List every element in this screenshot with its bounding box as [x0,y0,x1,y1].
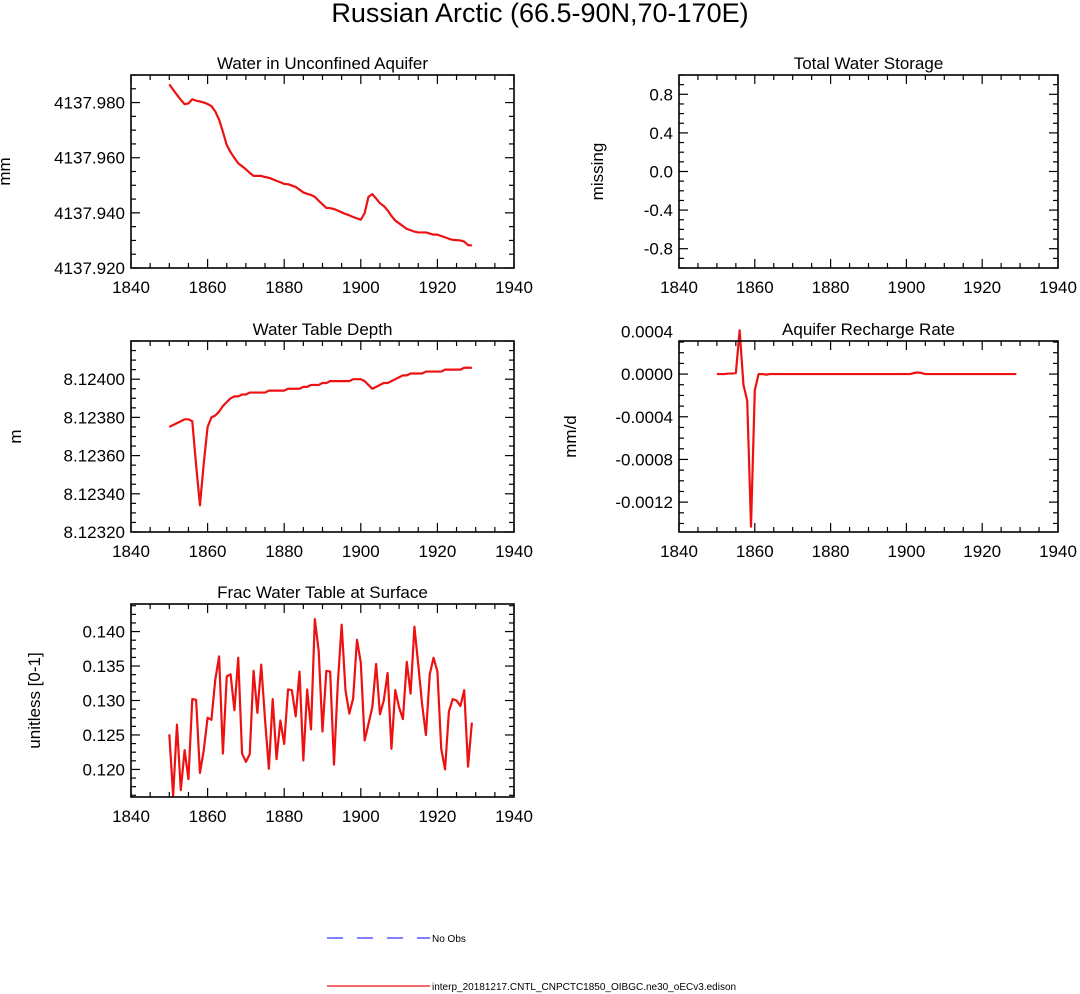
chart-frac-water-table-ylabel: unitless [0-1] [25,652,44,748]
chart-aquifer-recharge-series-line-0 [716,329,1017,528]
chart-unconfined-aquifer-ytick-label: 4137.920 [54,259,125,278]
chart-total-water-storage-ytick-label: -0.8 [644,240,673,259]
chart-aquifer-recharge-xtick-label: 1860 [736,542,774,561]
chart-aquifer-recharge-ylabel: mm/d [561,415,580,458]
chart-total-water-storage-frame [678,74,1059,269]
chart-aquifer-recharge-xtick-label: 1880 [812,542,850,561]
chart-unconfined-aquifer-ytick-label: 4137.940 [54,204,125,223]
chart-aquifer-recharge: Aquifer Recharge Rate 1840 1860 1880 1900 192… [561,320,1077,561]
chart-frac-water-table-xtick-label: 1880 [265,807,303,826]
chart-total-water-storage-xtick-label: 1840 [660,278,698,297]
chart-water-table-depth-ytick-label: 8.12340 [64,485,125,504]
chart-water-table-depth-xtick-label: 1840 [112,542,150,561]
chart-total-water-storage-xtick-label: 1940 [1039,278,1077,297]
chart-total-water-storage-ytick-label: 0.0 [649,163,673,182]
chart-water-table-depth-ytick-label: 8.12380 [64,408,125,427]
chart-frac-water-table: Frac Water Table at Surface 1840 1860 1880 1… [25,583,533,826]
legend: No Obs interp_20181217.CNTL_CNPCTC1850_O… [327,934,736,993]
chart-frac-water-table-xtick-label: 1860 [189,807,227,826]
chart-unconfined-aquifer-xtick-label: 1880 [265,278,303,297]
chart-aquifer-recharge-xtick-label: 1900 [887,542,925,561]
chart-aquifer-recharge-xtick-label: 1920 [963,542,1001,561]
chart-total-water-storage-title: Total Water Storage [794,54,944,73]
chart-frac-water-table-series-line-0 [168,618,473,797]
chart-unconfined-aquifer-ylabel: mm [0,157,14,185]
chart-unconfined-aquifer-xtick-label: 1840 [112,278,150,297]
chart-frac-water-table-ytick-label: 0.130 [82,692,125,711]
legend-label-no-obs: No Obs [432,934,466,945]
chart-unconfined-aquifer-xtick-label: 1860 [189,278,227,297]
chart-water-table-depth-ytick-label: 8.12400 [64,370,125,389]
chart-frac-water-table-ytick-label: 0.135 [82,657,125,676]
chart-frac-water-table-title: Frac Water Table at Surface [217,583,428,602]
chart-total-water-storage: Total Water Storage 1840 1860 1880 1900 1920 1… [588,54,1077,297]
chart-frac-water-table-ytick-label: 0.120 [82,760,125,779]
chart-water-table-depth: Water Table Depth 1840 1860 1880 1900 1920 194… [6,320,533,561]
chart-unconfined-aquifer-xtick-label: 1900 [342,278,380,297]
chart-unconfined-aquifer: Water in Unconfined Aquifer 1840 1860 1880 1… [0,54,533,297]
chart-aquifer-recharge-title: Aquifer Recharge Rate [782,320,955,339]
chart-aquifer-recharge-ytick-label: -0.0004 [615,408,673,427]
chart-aquifer-recharge-xtick-label: 1940 [1039,542,1077,561]
chart-total-water-storage-xtick-label: 1920 [963,278,1001,297]
chart-unconfined-aquifer-ytick-label: 4137.960 [54,149,125,168]
chart-frac-water-table-xtick-label: 1840 [112,807,150,826]
chart-unconfined-aquifer-xtick-label: 1940 [495,278,533,297]
chart-water-table-depth-xtick-label: 1900 [342,542,380,561]
panels-layer: Water in Unconfined Aquifer 1840 1860 1880 1… [0,54,1077,826]
chart-frac-water-table-ytick-label: 0.140 [82,623,125,642]
figure-title: Russian Arctic (66.5-90N,70-170E) [331,0,748,28]
chart-water-table-depth-xtick-label: 1860 [189,542,227,561]
chart-aquifer-recharge-ytick-label: -0.0012 [615,493,673,512]
chart-total-water-storage-xtick-label: 1880 [812,278,850,297]
chart-total-water-storage-xtick-label: 1900 [887,278,925,297]
chart-total-water-storage-ytick-label: -0.4 [644,201,673,220]
chart-water-table-depth-title: Water Table Depth [253,320,393,339]
chart-unconfined-aquifer-xtick-label: 1920 [418,278,456,297]
chart-water-table-depth-xtick-label: 1940 [495,542,533,561]
chart-aquifer-recharge-xtick-label: 1840 [660,542,698,561]
chart-total-water-storage-ylabel: missing [588,143,607,201]
chart-frac-water-table-ytick-label: 0.125 [82,726,125,745]
chart-water-table-depth-ytick-label: 8.12320 [64,523,125,542]
chart-water-table-depth-ylabel: m [6,429,25,443]
chart-unconfined-aquifer-title: Water in Unconfined Aquifer [217,54,428,73]
chart-water-table-depth-series-line-0 [168,366,472,507]
chart-water-table-depth-ytick-label: 8.12360 [64,447,125,466]
chart-aquifer-recharge-ytick-label: 0.0004 [621,322,673,341]
chart-total-water-storage-ytick-label: 0.4 [649,124,673,143]
chart-unconfined-aquifer-series-line-0 [168,83,472,247]
chart-aquifer-recharge-ytick-label: -0.0008 [615,450,673,469]
chart-total-water-storage-xtick-label: 1860 [736,278,774,297]
legend-label-model: interp_20181217.CNTL_CNPCTC1850_OIBGC.ne… [432,982,736,993]
chart-frac-water-table-xtick-label: 1920 [418,807,456,826]
chart-unconfined-aquifer-ytick-label: 4137.980 [54,94,125,113]
chart-water-table-depth-xtick-label: 1880 [265,542,303,561]
chart-aquifer-recharge-ytick-label: 0.0000 [621,365,673,384]
chart-frac-water-table-xtick-label: 1900 [342,807,380,826]
chart-total-water-storage-ytick-label: 0.8 [649,85,673,104]
chart-water-table-depth-xtick-label: 1920 [418,542,456,561]
chart-frac-water-table-xtick-label: 1940 [495,807,533,826]
